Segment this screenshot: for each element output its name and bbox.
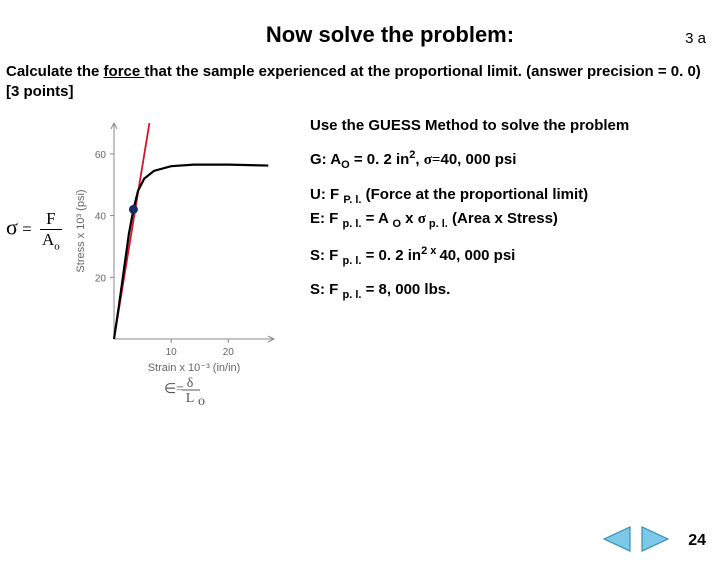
svg-text:δ: δ (187, 376, 194, 391)
e-after: (Area x Stress) (448, 210, 558, 227)
e-mid: = A (361, 210, 392, 227)
g-prefix: G: A (310, 151, 341, 168)
s2-prefix: S: F (310, 281, 343, 298)
svg-text:20: 20 (223, 347, 235, 358)
corner-label: 3 a (685, 30, 706, 47)
guess-method: Use the GUESS Method to solve the proble… (310, 109, 720, 314)
e-sub2: O (392, 218, 401, 230)
u-after: (Force at the proportional limit) (361, 186, 588, 203)
s1-prefix: S: F (310, 247, 343, 264)
g-after: , (415, 151, 423, 168)
stress-strain-chart: 20 40 60 10 20 Stress x 10³ (psi) Strain x 10⁻… (68, 115, 298, 405)
svg-text:10: 10 (166, 347, 178, 358)
sigma-formula: σ = F Ao (6, 209, 62, 252)
guess-s2-line: S: F p. l. = 8, 000 lbs. (310, 279, 720, 304)
guess-s1-line: S: F p. l. = 0. 2 in2 x 40, 000 psi (310, 243, 720, 270)
sigma-symbol: σ (6, 214, 18, 239)
e-sub3: p. l. (426, 218, 448, 230)
fraction: F Ao (40, 209, 62, 252)
question-text: Calculate the force that the sample expe… (6, 62, 710, 103)
den-sub: o (54, 240, 60, 252)
g-sigma: σ= (424, 152, 441, 168)
guess-u-line: U: F P. l. (Force at the proportional li… (310, 184, 720, 233)
g-mid: = 0. 2 in (350, 151, 410, 168)
page-title: Now solve the problem: (60, 22, 720, 48)
e-prefix: E: F (310, 210, 343, 227)
svg-text:∈: ∈ (164, 382, 176, 397)
numerator: F (40, 209, 62, 230)
e-sub: p. l. (343, 218, 362, 230)
den-a: A (42, 230, 54, 249)
u-prefix: U: F (310, 186, 343, 203)
content-row: σ = F Ao 2040601020Stress x 10³ (psi)Str… (0, 109, 720, 314)
next-arrow-icon[interactable] (642, 527, 668, 551)
guess-heading: Use the GUESS Method to solve the proble… (310, 115, 720, 138)
svg-text:60: 60 (95, 149, 107, 160)
svg-text:Stress x 10³ (psi): Stress x 10³ (psi) (75, 189, 87, 272)
s1-sup: 2 (421, 245, 430, 257)
svg-text:40: 40 (95, 211, 107, 222)
prev-arrow-icon[interactable] (604, 527, 630, 551)
nav-arrows (602, 524, 672, 554)
denominator: Ao (40, 230, 62, 252)
page-number: 24 (688, 532, 706, 550)
question-prefix: Calculate the (6, 63, 104, 80)
e-mid2: x (401, 210, 418, 227)
question-underlined: force (104, 63, 145, 80)
s1-mid: = 0. 2 in (361, 247, 421, 264)
left-column: σ = F Ao 2040601020Stress x 10³ (psi)Str… (0, 109, 310, 314)
s1-sub: p. l. (343, 255, 362, 267)
g-val: 40, 000 psi (440, 151, 516, 168)
equals: = (22, 219, 32, 238)
guess-g-line: G: AO = 0. 2 in2, σ=40, 000 psi (310, 147, 720, 174)
s2-val: = 8, 000 lbs. (361, 281, 450, 298)
svg-text:L: L (186, 391, 195, 405)
u-sub: P. l. (343, 194, 361, 206)
svg-text:20: 20 (95, 273, 107, 284)
svg-text:Strain x 10⁻³ (in/in): Strain x 10⁻³ (in/in) (148, 362, 241, 374)
s2-sub: p. l. (343, 289, 362, 301)
g-sub: O (341, 159, 350, 171)
s1-val: 40, 000 psi (439, 247, 515, 264)
svg-text:o: o (198, 394, 205, 405)
e-sigma: σ (418, 211, 426, 227)
